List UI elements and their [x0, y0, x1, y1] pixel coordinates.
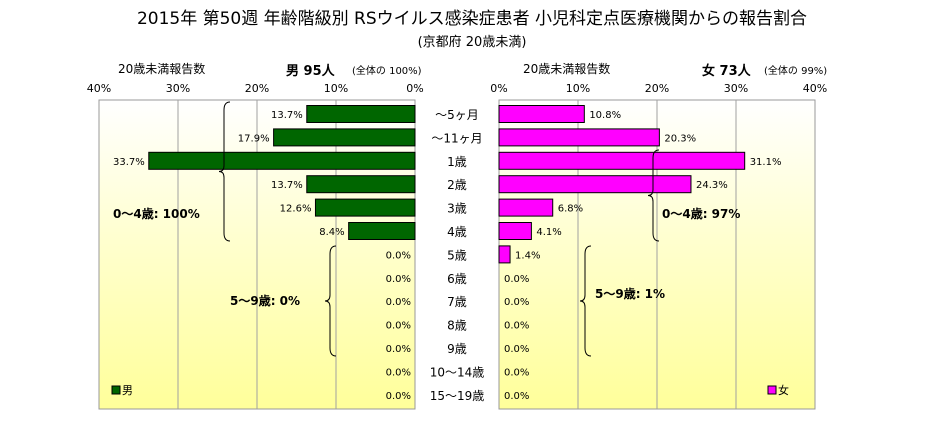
female-bar: [498, 175, 692, 194]
female-data-label: 0.0%: [504, 367, 529, 378]
male-data-label: 8.4%: [319, 227, 344, 238]
category-label: 2歳: [447, 178, 467, 192]
female-bar: [498, 198, 554, 217]
female-brace-5-9: [579, 245, 592, 357]
male-brace-0-4: [218, 101, 231, 242]
female-tick-label: 40%: [803, 82, 827, 95]
category-label: 15～19歳: [430, 389, 485, 403]
female-data-label: 10.8%: [589, 110, 621, 121]
male-bar: [348, 222, 416, 240]
male-tick-label: 30%: [166, 82, 190, 95]
female-data-label: 24.3%: [696, 180, 728, 191]
female-bar: [498, 128, 660, 147]
male-data-label: 0.0%: [386, 391, 411, 402]
category-label: ～5ヶ月: [435, 108, 479, 122]
male-data-label: 12.6%: [280, 204, 312, 215]
male-annotation-5-9: 5～9歳: 0%: [230, 293, 300, 308]
female-bar: [498, 222, 532, 240]
female-data-label: 0.0%: [504, 274, 529, 285]
male-data-label: 0.0%: [386, 250, 411, 261]
category-label: 9歳: [447, 342, 467, 356]
female-legend-swatch: [767, 385, 777, 395]
chart-subtitle: (京都府 20歳未満): [417, 35, 527, 50]
male-bar: [314, 198, 416, 217]
female-bar: [498, 105, 585, 123]
female-data-label: 0.0%: [504, 344, 529, 355]
category-label: 5歳: [447, 248, 467, 262]
male-tick-label: 0%: [406, 82, 423, 95]
male-header-count: 男 95人: [286, 60, 335, 79]
male-data-label: 0.0%: [386, 297, 411, 308]
male-data-label: 0.0%: [386, 344, 411, 355]
male-tick-label: 40%: [87, 82, 111, 95]
female-tick-label: 20%: [645, 82, 669, 95]
category-label: 6歳: [447, 272, 467, 286]
male-data-label: 13.7%: [271, 110, 303, 121]
male-data-label: 33.7%: [113, 157, 145, 168]
female-data-label: 0.0%: [504, 297, 529, 308]
male-brace-5-9: [324, 245, 337, 357]
female-data-label: 20.3%: [664, 133, 696, 144]
male-data-label: 0.0%: [386, 274, 411, 285]
male-header-note: (全体の 100%): [352, 66, 422, 77]
male-tick-label: 10%: [324, 82, 348, 95]
female-annotation-5-9: 5～9歳: 1%: [595, 286, 665, 301]
female-bar: [498, 245, 511, 264]
male-bar: [273, 128, 416, 147]
female-brace-0-4: [647, 149, 660, 242]
male-tick-label: 20%: [245, 82, 269, 95]
female-header-left: 20歳未満報告数: [523, 62, 611, 76]
category-label: 7歳: [447, 295, 467, 309]
female-data-label: 0.0%: [504, 391, 529, 402]
female-tick-label: 30%: [724, 82, 748, 95]
male-data-label: 0.0%: [386, 321, 411, 332]
male-legend-label: 男: [122, 384, 133, 397]
female-tick-label: 0%: [490, 82, 507, 95]
female-data-label: 1.4%: [515, 250, 540, 261]
category-label: 4歳: [447, 225, 467, 239]
male-data-label: 17.9%: [238, 133, 270, 144]
male-annotation-0-4: 0～4歳: 100%: [113, 206, 200, 221]
female-annotation-0-4: 0～4歳: 97%: [662, 206, 740, 221]
female-header-note: (全体の 99%): [764, 66, 828, 77]
male-header-count-text: 男 95人: [286, 64, 335, 79]
chart-title: 2015年 第50週 年齢階級別 RSウイルス感染症患者 小児科定点医療機関から…: [136, 9, 808, 29]
female-data-label: 6.8%: [558, 204, 583, 215]
female-legend-label: 女: [778, 383, 789, 397]
male-bar: [306, 105, 416, 123]
male-data-label: 0.0%: [386, 367, 411, 378]
female-data-label: 31.1%: [750, 157, 782, 168]
category-label: 8歳: [447, 319, 467, 333]
male-bar: [306, 175, 416, 194]
female-tick-label: 10%: [566, 82, 590, 95]
female-header-count: 女 73人: [702, 60, 751, 79]
female-bar: [498, 151, 746, 170]
category-label: 3歳: [447, 202, 467, 216]
female-data-label: 4.1%: [536, 227, 561, 238]
male-header-left: 20歳未満報告数: [118, 62, 206, 76]
category-label: 1歳: [447, 155, 467, 169]
female-header-count-text: 女 73人: [702, 64, 751, 79]
male-bar: [148, 151, 416, 170]
male-data-label: 13.7%: [271, 180, 303, 191]
category-label: 10～14歳: [430, 365, 485, 379]
male-legend-swatch: [111, 385, 121, 395]
category-label: ～11ヶ月: [431, 131, 482, 145]
female-data-label: 0.0%: [504, 321, 529, 332]
